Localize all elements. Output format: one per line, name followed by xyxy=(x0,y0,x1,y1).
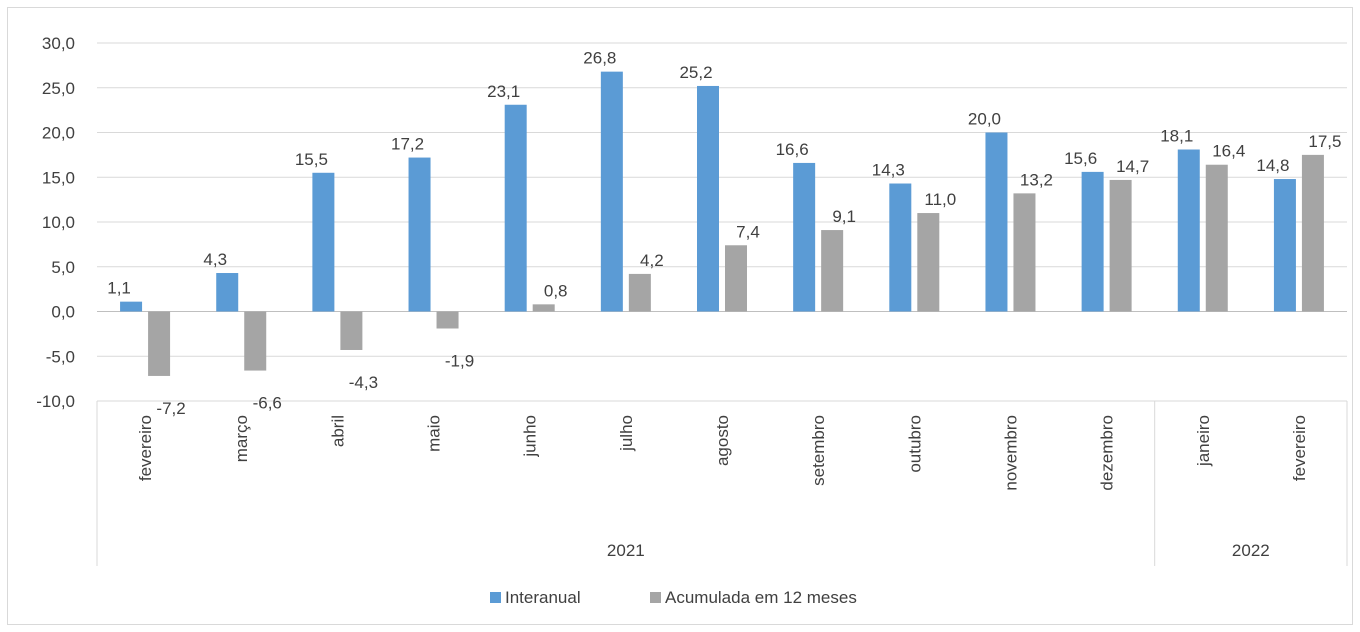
data-label-acumulada: 7,4 xyxy=(736,222,760,241)
y-tick-label: 20,0 xyxy=(42,124,75,143)
bar-acumulada xyxy=(917,213,940,312)
y-tick-label: -10,0 xyxy=(36,392,75,411)
bar-acumulada xyxy=(340,311,363,350)
data-label-acumulada: -6,6 xyxy=(253,394,282,413)
data-label-interanual: 1,1 xyxy=(107,279,131,298)
bar-acumulada xyxy=(821,230,844,312)
bar-interanual xyxy=(120,301,143,312)
data-label-interanual: 20,0 xyxy=(968,110,1001,129)
y-tick-label: 10,0 xyxy=(42,213,75,232)
bar-acumulada xyxy=(1013,193,1036,312)
x-tick-label: fevereiro xyxy=(1290,415,1309,481)
y-tick-label: 25,0 xyxy=(42,79,75,98)
data-label-acumulada: -4,3 xyxy=(349,373,378,392)
data-label-interanual: 16,6 xyxy=(776,140,809,159)
gridlines xyxy=(97,42,1347,402)
legend-swatch-interanual xyxy=(490,592,501,603)
bar-acumulada xyxy=(148,311,171,376)
x-tick-label: setembro xyxy=(809,415,828,486)
bar-interanual xyxy=(504,104,527,312)
data-label-interanual: 17,2 xyxy=(391,135,424,154)
x-tick-label: julho xyxy=(617,415,636,452)
bar-interanual xyxy=(889,183,912,312)
x-tick-label: fevereiro xyxy=(136,415,155,481)
data-label-acumulada: -7,2 xyxy=(156,399,185,418)
y-tick-label: 30,0 xyxy=(42,34,75,53)
bar-interanual xyxy=(1273,179,1296,312)
data-label-interanual: 25,2 xyxy=(679,63,712,82)
bar-interanual xyxy=(1081,171,1104,312)
legend-label-interanual: Interanual xyxy=(505,588,581,607)
x-tick-label: abril xyxy=(328,415,347,447)
x-tick-label: outubro xyxy=(905,415,924,473)
x-tick-label: agosto xyxy=(713,415,732,466)
y-tick-label: 0,0 xyxy=(51,303,75,322)
legend-swatch-acumulada xyxy=(650,592,661,603)
data-label-acumulada: 13,2 xyxy=(1020,170,1053,189)
bar-acumulada xyxy=(436,311,459,329)
chart-frame xyxy=(7,7,1353,625)
data-label-acumulada: 0,8 xyxy=(544,281,568,300)
bar-acumulada xyxy=(628,273,651,312)
data-label-acumulada: 9,1 xyxy=(832,207,856,226)
bar-interanual xyxy=(793,162,816,312)
bar-interanual xyxy=(600,71,623,312)
bar-interanual xyxy=(697,85,719,312)
data-label-interanual: 15,5 xyxy=(295,150,328,169)
data-label-acumulada: 17,5 xyxy=(1308,132,1341,151)
x-axis: fevereiro março abril maio junho julho agosto s… xyxy=(96,401,1348,566)
data-label-acumulada: 14,7 xyxy=(1116,157,1149,176)
data-label-interanual: 18,1 xyxy=(1160,127,1193,146)
data-label-acumulada: -1,9 xyxy=(445,352,474,371)
x-tick-label: dezembro xyxy=(1098,415,1117,491)
data-label-interanual: 14,8 xyxy=(1256,156,1289,175)
data-label-interanual: 4,3 xyxy=(203,250,227,269)
x-tick-label: junho xyxy=(521,415,540,458)
y-tick-label: 5,0 xyxy=(51,258,75,277)
x-tick-label: março xyxy=(232,415,251,462)
data-labels: 1,1 -7,2 4,3 -6,6 15,5 -4,3 17,2 -1,9 23,1 0,8 26,… xyxy=(107,49,1341,418)
x-tick-label: maio xyxy=(425,415,444,452)
y-axis: 30,0 25,0 20,0 15,0 10,0 5,0 0,0 -5,0 -10,0 xyxy=(36,34,75,411)
legend: Interanual Acumulada em 12 meses xyxy=(490,588,857,607)
bar-acumulada xyxy=(725,245,747,312)
bar-acumulada xyxy=(1205,164,1228,312)
data-label-interanual: 23,1 xyxy=(487,82,520,101)
bar-interanual xyxy=(216,273,239,312)
group-label: 2021 xyxy=(607,541,645,560)
bar-acumulada xyxy=(532,304,555,312)
y-tick-label: 15,0 xyxy=(42,168,75,187)
data-label-acumulada: 4,2 xyxy=(640,251,664,270)
bar-interanual xyxy=(408,157,431,312)
x-tick-label: novembro xyxy=(1001,415,1020,491)
bar-interanual xyxy=(1177,149,1200,312)
bars xyxy=(120,71,1324,376)
data-label-interanual: 15,6 xyxy=(1064,149,1097,168)
group-label: 2022 xyxy=(1232,541,1270,560)
data-label-interanual: 26,8 xyxy=(583,49,616,68)
data-label-interanual: 14,3 xyxy=(872,161,905,180)
x-tick-label: janeiro xyxy=(1194,415,1213,467)
bar-interanual xyxy=(985,132,1008,312)
data-label-acumulada: 11,0 xyxy=(924,190,956,209)
data-label-acumulada: 16,4 xyxy=(1212,142,1245,161)
legend-label-acumulada: Acumulada em 12 meses xyxy=(665,588,857,607)
bar-acumulada xyxy=(1301,154,1324,312)
bar-interanual xyxy=(312,172,335,312)
bar-acumulada xyxy=(1109,179,1132,312)
y-tick-label: -5,0 xyxy=(46,347,75,366)
bar-acumulada xyxy=(244,311,267,371)
